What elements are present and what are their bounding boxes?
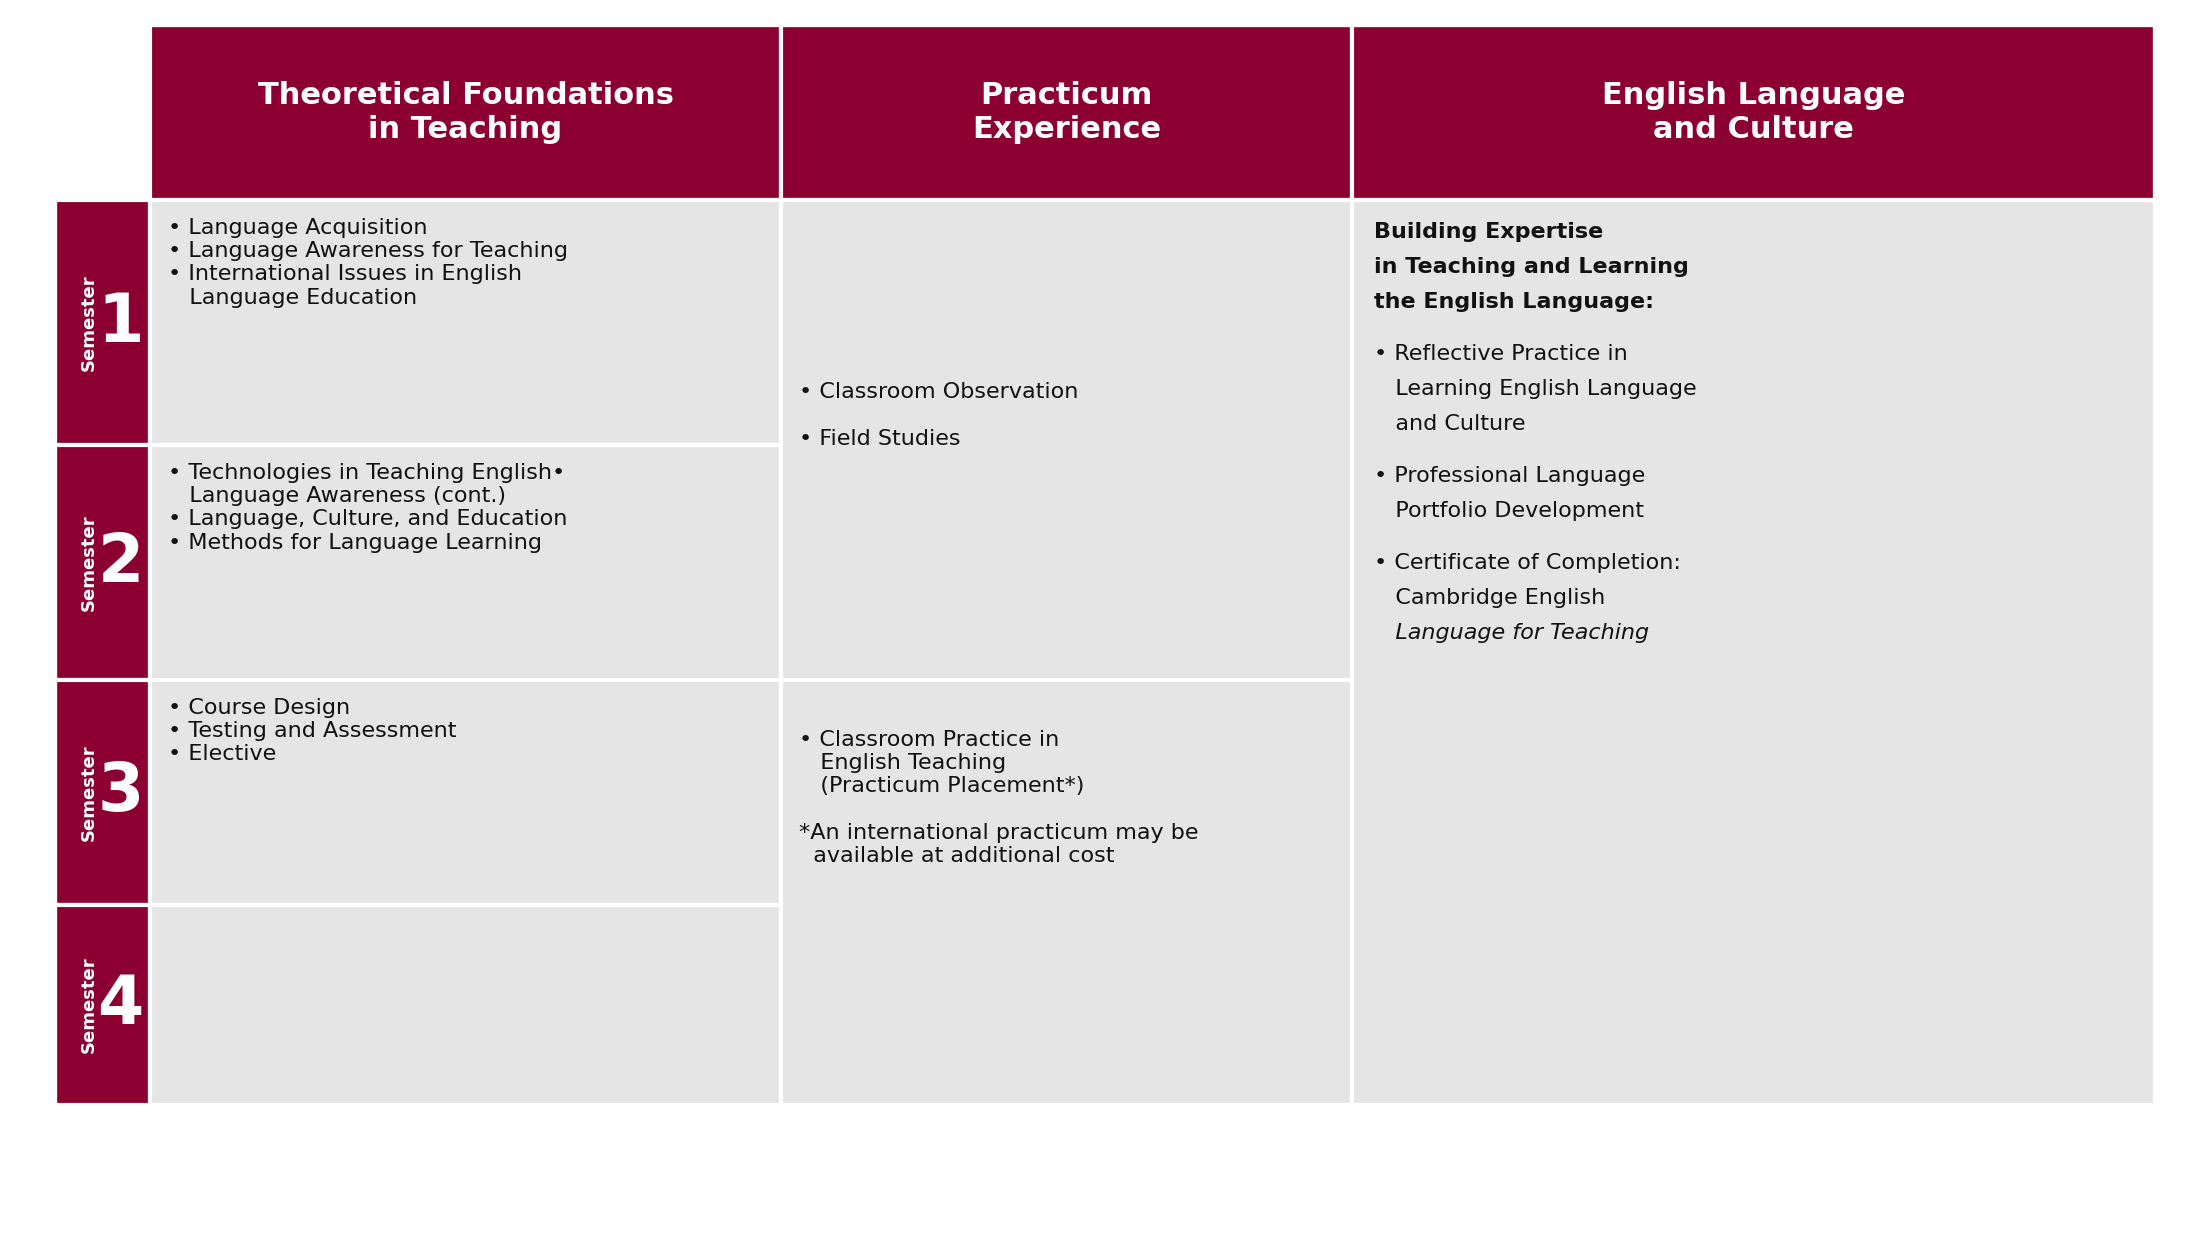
Text: Learning English Language: Learning English Language xyxy=(1375,379,1696,399)
Bar xyxy=(1353,200,2156,1105)
Text: Theoretical Foundations
in Teaching: Theoretical Foundations in Teaching xyxy=(257,81,673,144)
Text: • Language Acquisition
• Language Awareness for Teaching
• International Issues : • Language Acquisition • Language Awaren… xyxy=(167,217,568,308)
Text: Semester: Semester xyxy=(79,956,97,1054)
Bar xyxy=(55,445,150,680)
Text: • Classroom Practice in
   English Teaching
   (Practicum Placement*)

*An inter: • Classroom Practice in English Teaching… xyxy=(799,730,1199,866)
Bar xyxy=(781,200,1353,680)
Text: the English Language:: the English Language: xyxy=(1375,292,1654,312)
Bar xyxy=(150,200,781,445)
Text: Practicum
Experience: Practicum Experience xyxy=(972,81,1162,144)
Bar xyxy=(781,25,1353,200)
Text: Portfolio Development: Portfolio Development xyxy=(1375,501,1643,521)
Text: • Course Design
• Testing and Assessment
• Elective: • Course Design • Testing and Assessment… xyxy=(167,698,458,765)
Bar xyxy=(55,200,150,445)
Text: Language for Teaching: Language for Teaching xyxy=(1375,622,1650,642)
Text: 2: 2 xyxy=(97,530,143,595)
Text: English Language
and Culture: English Language and Culture xyxy=(1602,81,1905,144)
Text: Semester: Semester xyxy=(79,744,97,841)
Bar xyxy=(781,680,1353,1105)
Text: • Professional Language: • Professional Language xyxy=(1375,466,1646,486)
Text: • Reflective Practice in: • Reflective Practice in xyxy=(1375,344,1628,364)
Text: Semester: Semester xyxy=(79,514,97,611)
Bar xyxy=(150,445,781,680)
Text: 4: 4 xyxy=(97,972,143,1038)
Text: • Classroom Observation

• Field Studies: • Classroom Observation • Field Studies xyxy=(799,382,1078,449)
Bar xyxy=(55,905,150,1105)
Bar xyxy=(55,680,150,905)
Bar xyxy=(55,25,150,200)
Bar xyxy=(150,25,781,200)
Text: Semester: Semester xyxy=(79,274,97,371)
Text: Building Expertise: Building Expertise xyxy=(1375,222,1604,243)
Bar xyxy=(150,905,781,1105)
Bar xyxy=(150,680,781,905)
Text: and Culture: and Culture xyxy=(1375,414,1525,434)
Text: Cambridge English: Cambridge English xyxy=(1375,588,1606,608)
Bar xyxy=(1353,25,2156,200)
Text: 1: 1 xyxy=(97,290,143,355)
Text: • Technologies in Teaching English•
   Language Awareness (cont.)
• Language, Cu: • Technologies in Teaching English• Lang… xyxy=(167,462,568,552)
Text: • Certificate of Completion:: • Certificate of Completion: xyxy=(1375,552,1681,572)
Text: in Teaching and Learning: in Teaching and Learning xyxy=(1375,258,1690,278)
Text: 3: 3 xyxy=(97,760,143,825)
